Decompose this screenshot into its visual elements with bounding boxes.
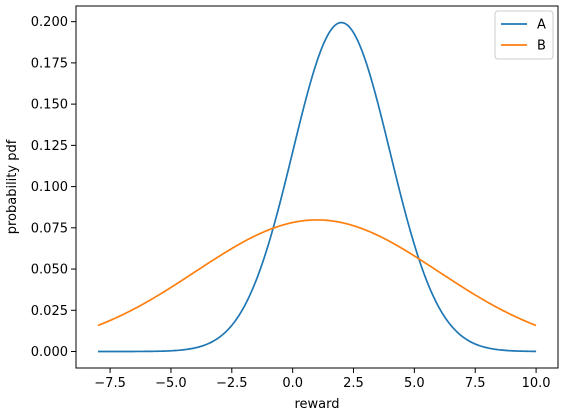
x-tick-label: 7.5	[465, 376, 486, 391]
y-tick-label: 0.175	[31, 56, 68, 71]
y-tick-label: 0.150	[31, 98, 68, 113]
x-tick-label: −2.5	[216, 376, 248, 391]
y-tick-label: 0.075	[31, 221, 68, 236]
y-axis-label: probability pdf	[5, 139, 20, 234]
x-axis-label: reward	[294, 397, 339, 412]
y-axis-ticks: 0.000 0.025 0.050 0.075 0.100 0.125 0.150 0.175…	[31, 15, 76, 360]
legend: AB	[494, 10, 554, 60]
series-layer	[97, 21, 537, 353]
plot-frame	[75, 5, 559, 369]
series-line-B	[97, 219, 537, 327]
series-line-A	[97, 21, 537, 353]
legend-label-A: A	[537, 18, 546, 33]
x-tick-label: −5.0	[155, 376, 187, 391]
y-tick-label: 0.100	[31, 180, 68, 195]
x-axis-ticks: −7.5 −5.0 −2.5 0.0 2.5 5.0 7.5 10.0	[94, 368, 551, 391]
y-tick-label: 0.000	[31, 345, 68, 360]
y-tick-label: 0.050	[31, 263, 68, 278]
x-tick-label: 2.5	[343, 376, 364, 391]
legend-label-B: B	[537, 39, 546, 54]
y-tick-label: 0.025	[31, 304, 68, 319]
y-tick-label: 0.200	[31, 15, 68, 30]
y-tick-label: 0.125	[31, 139, 68, 154]
legend-box	[494, 10, 554, 60]
x-tick-label: 5.0	[404, 376, 425, 391]
x-tick-label: 10.0	[522, 376, 551, 391]
x-tick-label: 0.0	[282, 376, 303, 391]
x-tick-label: −7.5	[94, 376, 126, 391]
